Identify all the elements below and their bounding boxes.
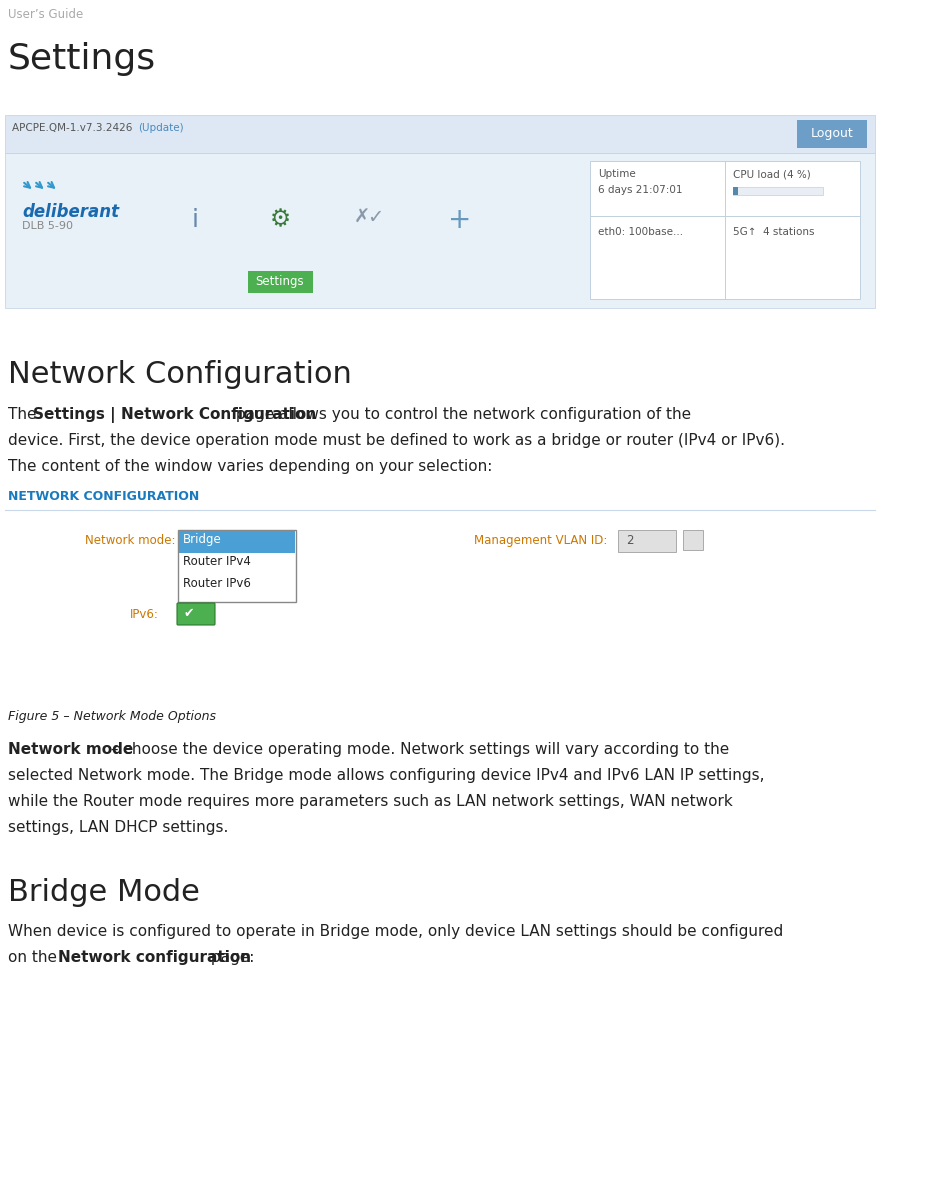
Text: on the: on the xyxy=(8,950,62,965)
Polygon shape xyxy=(730,187,737,195)
Bar xyxy=(797,119,867,148)
Bar xyxy=(179,531,295,552)
Text: Network configuration: Network configuration xyxy=(58,950,251,965)
Circle shape xyxy=(422,183,498,259)
Text: +: + xyxy=(448,206,472,234)
Text: settings, LAN DHCP settings.: settings, LAN DHCP settings. xyxy=(8,820,228,835)
Text: Network Configuration: Network Configuration xyxy=(8,360,352,389)
Text: 6 days 21:07:01: 6 days 21:07:01 xyxy=(598,185,682,195)
Circle shape xyxy=(332,183,408,259)
Text: deliberant: deliberant xyxy=(22,203,119,221)
Text: ⚙: ⚙ xyxy=(270,207,290,231)
Bar xyxy=(618,530,676,552)
Circle shape xyxy=(157,183,233,259)
Text: Router IPv6: Router IPv6 xyxy=(183,577,251,590)
Bar xyxy=(590,161,860,299)
Bar xyxy=(178,530,296,602)
Text: When device is configured to operate in Bridge mode, only device LAN settings sh: When device is configured to operate in … xyxy=(8,924,783,939)
Text: Settings: Settings xyxy=(256,274,305,287)
Text: Bridge: Bridge xyxy=(183,534,222,547)
Text: i: i xyxy=(192,208,198,232)
Text: device. First, the device operation mode must be defined to work as a bridge or : device. First, the device operation mode… xyxy=(8,433,785,448)
Bar xyxy=(683,530,703,550)
FancyBboxPatch shape xyxy=(177,603,215,625)
Text: (Update): (Update) xyxy=(138,123,183,132)
Text: Figure 5 – Network Mode Options: Figure 5 – Network Mode Options xyxy=(8,710,216,723)
Text: – choose the device operating mode. Network settings will vary according to the: – choose the device operating mode. Netw… xyxy=(106,742,729,757)
Text: Network mode:: Network mode: xyxy=(85,534,176,547)
Bar xyxy=(248,271,313,293)
Bar xyxy=(733,187,823,195)
Text: ✓: ✓ xyxy=(367,208,384,227)
Text: APCPE.QM-1.v7.3.2426: APCPE.QM-1.v7.3.2426 xyxy=(12,123,135,132)
Text: User’s Guide: User’s Guide xyxy=(8,8,84,21)
Bar xyxy=(5,115,875,153)
Text: ✗: ✗ xyxy=(353,208,370,227)
Text: NETWORK CONFIGURATION: NETWORK CONFIGURATION xyxy=(8,490,199,503)
Text: selected Network mode. The Bridge mode allows configuring device IPv4 and IPv6 L: selected Network mode. The Bridge mode a… xyxy=(8,768,764,783)
Text: Management VLAN ID:: Management VLAN ID: xyxy=(474,534,607,547)
Text: ✔: ✔ xyxy=(184,607,195,620)
Text: page allows you to control the network configuration of the: page allows you to control the network c… xyxy=(231,407,691,422)
Text: The: The xyxy=(8,407,41,422)
Bar xyxy=(5,153,875,308)
Text: Settings: Settings xyxy=(8,43,156,76)
Text: Router IPv4: Router IPv4 xyxy=(183,555,251,568)
Text: IPv6:: IPv6: xyxy=(130,608,159,621)
Text: Uptime: Uptime xyxy=(598,169,635,179)
Text: 5G↑  4 stations: 5G↑ 4 stations xyxy=(733,227,814,237)
Circle shape xyxy=(242,183,318,259)
Text: Bridge Mode: Bridge Mode xyxy=(8,878,200,907)
Bar xyxy=(733,187,738,195)
Text: 2: 2 xyxy=(626,534,634,547)
Text: Settings | Network Configuration: Settings | Network Configuration xyxy=(33,407,316,424)
Text: Network mode: Network mode xyxy=(8,742,133,757)
Text: Logout: Logout xyxy=(810,127,854,140)
Text: while the Router mode requires more parameters such as LAN network settings, WAN: while the Router mode requires more para… xyxy=(8,794,733,809)
Text: page:: page: xyxy=(206,950,255,965)
Text: CPU load (4 %): CPU load (4 %) xyxy=(733,169,810,179)
Text: DLB 5-90: DLB 5-90 xyxy=(22,221,73,231)
Text: The content of the window varies depending on your selection:: The content of the window varies dependi… xyxy=(8,459,493,474)
Text: eth0: 100base...: eth0: 100base... xyxy=(598,227,683,237)
